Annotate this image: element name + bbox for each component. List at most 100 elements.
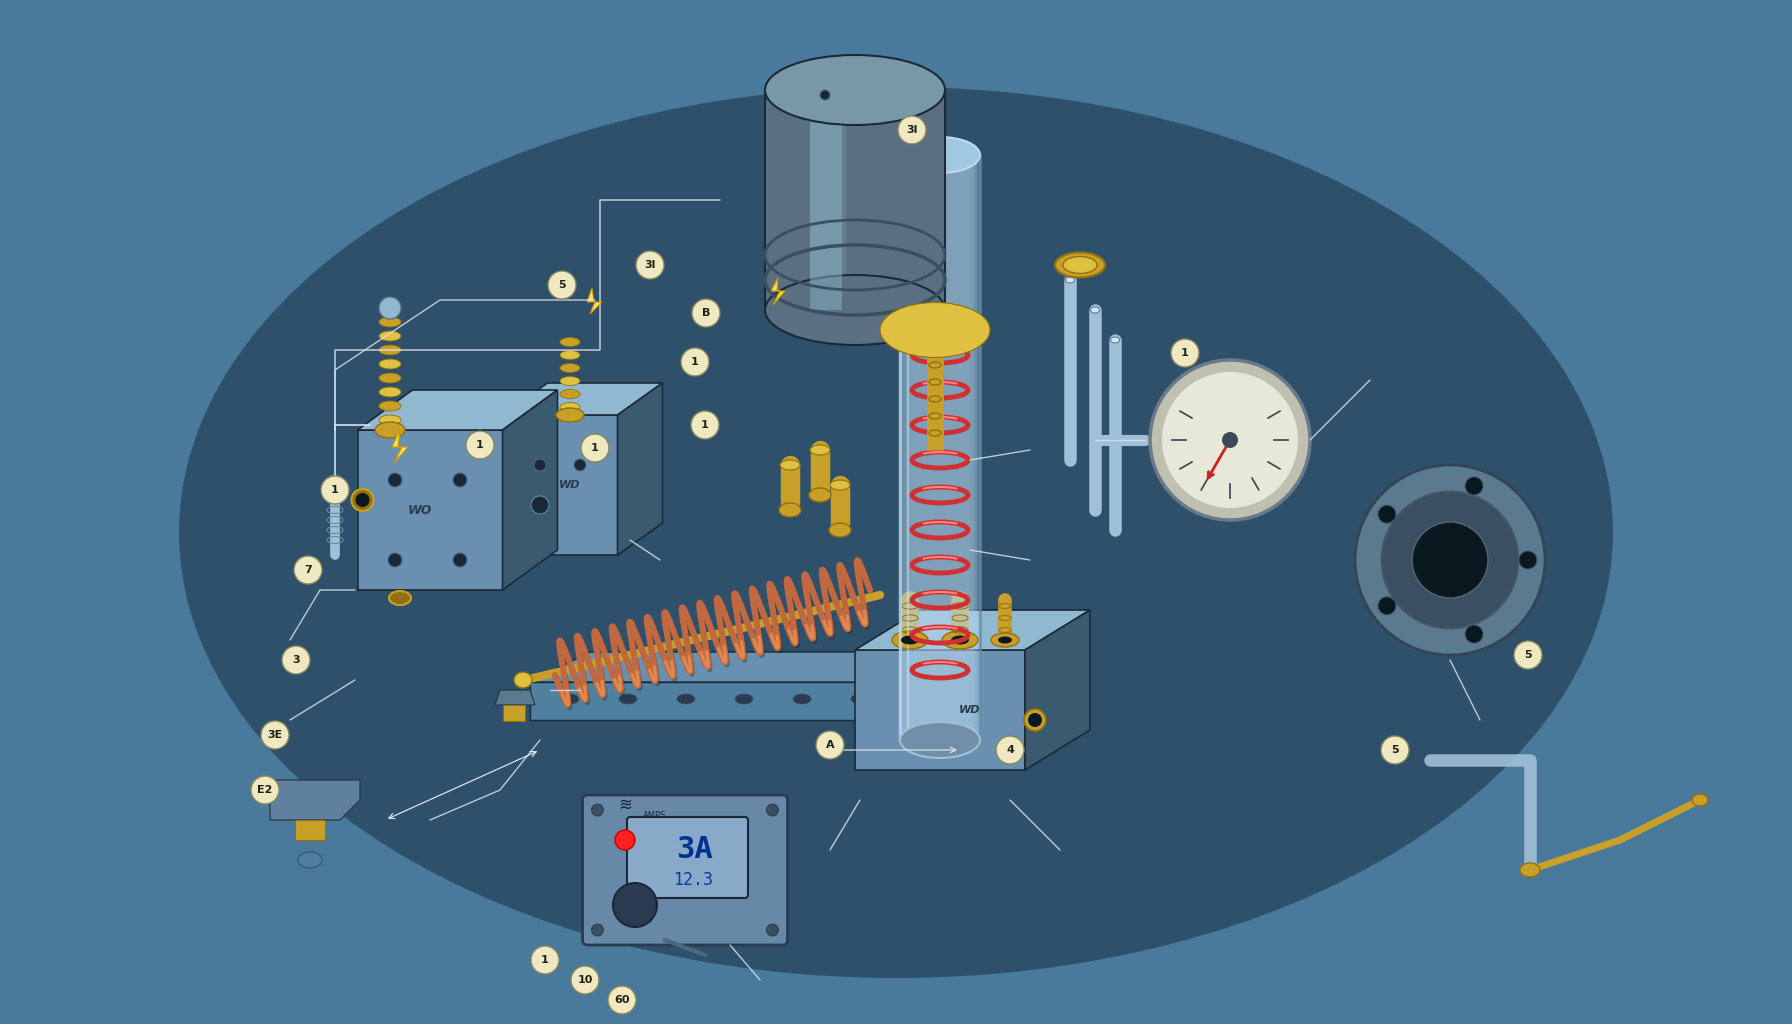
Circle shape [591,804,604,816]
Circle shape [324,475,346,495]
Ellipse shape [378,401,401,411]
Ellipse shape [559,402,581,412]
Circle shape [281,646,310,674]
Circle shape [453,473,468,487]
Text: 3l: 3l [907,125,918,135]
Circle shape [815,731,844,759]
Ellipse shape [163,80,1629,985]
Ellipse shape [559,338,581,346]
Text: 1: 1 [701,420,710,430]
Ellipse shape [765,55,944,125]
Circle shape [1412,522,1487,598]
Ellipse shape [179,87,1613,978]
Text: 1: 1 [332,485,339,495]
Ellipse shape [1692,794,1708,806]
Text: 1: 1 [591,443,599,453]
Polygon shape [771,278,785,305]
Circle shape [681,348,710,376]
FancyBboxPatch shape [627,817,747,898]
Polygon shape [502,390,557,590]
Ellipse shape [100,49,1692,1016]
Circle shape [453,553,468,567]
Circle shape [692,411,719,439]
Text: 3: 3 [292,655,299,665]
Ellipse shape [559,377,581,385]
Ellipse shape [677,694,695,705]
Text: 3E: 3E [267,730,283,740]
Circle shape [1222,432,1238,449]
Ellipse shape [1111,337,1120,343]
Ellipse shape [378,359,401,369]
Polygon shape [392,430,409,463]
Bar [810,90,846,310]
Polygon shape [530,682,910,720]
Circle shape [591,924,604,936]
Circle shape [1466,625,1484,643]
Bar [900,155,980,740]
Circle shape [996,736,1023,764]
Ellipse shape [86,41,1706,1024]
Circle shape [573,459,586,471]
Ellipse shape [735,694,753,705]
Text: AMPS: AMPS [643,811,667,820]
Polygon shape [1025,610,1090,770]
Ellipse shape [1023,709,1047,731]
Ellipse shape [794,694,812,705]
Circle shape [581,434,609,462]
Circle shape [1520,551,1538,569]
Circle shape [572,966,599,994]
Ellipse shape [559,350,581,359]
Ellipse shape [375,422,405,438]
Bar [810,90,842,310]
Ellipse shape [147,72,1645,993]
Circle shape [466,431,495,459]
Polygon shape [502,383,663,415]
Ellipse shape [514,672,532,688]
Text: E2: E2 [258,785,272,795]
Ellipse shape [905,315,966,345]
Ellipse shape [808,488,831,502]
Circle shape [1466,477,1484,495]
Ellipse shape [559,364,581,373]
Circle shape [767,924,778,936]
Text: 12.3: 12.3 [674,871,713,889]
Circle shape [1382,736,1409,764]
Polygon shape [502,415,618,555]
Ellipse shape [810,445,830,455]
Text: WD: WD [559,480,581,490]
Ellipse shape [900,137,980,173]
Text: 5: 5 [557,280,566,290]
Text: 1: 1 [1181,348,1188,358]
Circle shape [548,271,575,299]
Ellipse shape [1063,256,1097,273]
Ellipse shape [556,408,584,422]
Ellipse shape [378,317,401,327]
Text: 3A: 3A [677,836,713,864]
Text: 7: 7 [305,565,312,575]
Circle shape [530,946,559,974]
Circle shape [294,556,323,584]
Polygon shape [357,390,557,430]
Ellipse shape [70,33,1722,1024]
Circle shape [636,251,665,279]
Ellipse shape [179,87,1613,978]
Bar [765,90,944,310]
Ellipse shape [830,480,849,490]
Ellipse shape [1520,863,1539,877]
Circle shape [607,986,636,1014]
Text: WO: WO [409,504,432,516]
Bar [907,161,975,734]
Ellipse shape [1091,307,1100,313]
Text: 10: 10 [577,975,593,985]
Ellipse shape [561,694,579,705]
Circle shape [534,459,547,471]
Ellipse shape [998,637,1012,643]
Circle shape [389,553,401,567]
Ellipse shape [780,460,799,470]
Ellipse shape [991,633,1020,647]
Circle shape [615,830,634,850]
Polygon shape [357,430,502,590]
Circle shape [613,883,658,927]
Circle shape [1170,339,1199,367]
Ellipse shape [530,496,548,514]
